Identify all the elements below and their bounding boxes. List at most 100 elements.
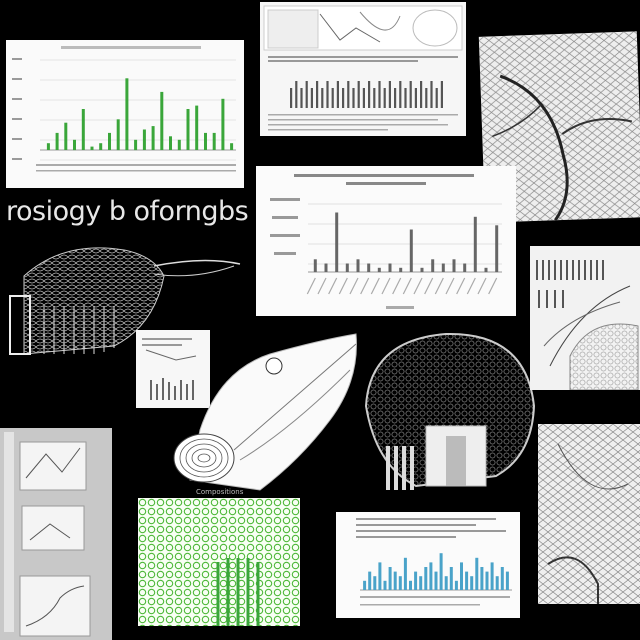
blue-bar-chart [356,518,512,606]
doc-bar [290,88,293,108]
bar [388,263,392,272]
tick-label [434,277,444,295]
bar [470,576,474,590]
bar [465,571,469,590]
doc-bar [373,88,376,108]
bar [324,263,328,272]
bar [90,146,94,150]
bar [439,553,443,590]
doc-bar [305,81,308,108]
mini-chart-card [136,330,210,408]
bar [356,259,360,273]
bar [505,571,509,590]
bar [46,143,50,150]
bottom-left-sketches [4,432,91,637]
bar [398,576,402,590]
doc-bar [399,81,402,108]
doc-bar [295,81,298,108]
bar [399,267,403,273]
doc-bar [368,81,371,108]
bar [454,580,458,590]
green-tissue-image [138,498,300,626]
bar [480,567,484,590]
tick-label [488,277,498,295]
doc-bar [362,88,365,108]
bar [313,259,317,273]
tick-label [360,277,370,295]
tick-label [381,277,391,295]
bar [378,562,382,590]
tick-label [306,277,316,295]
bar [221,98,225,151]
tick-label [477,277,487,295]
doc-bar [342,88,345,108]
document-card-top [260,2,466,136]
bar [368,571,372,590]
bar [169,136,172,150]
doc-bar [394,88,397,108]
bar [409,229,413,272]
bar [452,259,456,273]
bar [230,143,234,150]
tick-label [402,277,412,295]
tick-label [424,277,434,295]
bar [393,571,397,590]
bar [373,576,377,590]
bar [420,267,424,273]
bar [484,267,488,273]
document-figure [263,5,463,131]
doc-bar [409,81,412,108]
bar [345,263,349,272]
bar [449,567,453,590]
doc-bar [430,81,433,108]
bar [495,225,499,273]
tissue-sketch [478,31,640,223]
bar [475,557,479,590]
right-mixed-card [530,246,640,390]
tick-label [338,277,348,295]
bar [444,576,448,590]
green-bar-chart [6,40,244,188]
textured-sketch-card [478,31,640,223]
doc-bar [383,88,386,108]
doc-bar [331,88,334,108]
bar [388,567,392,590]
doc-bar [404,88,407,108]
doc-bar [388,81,391,108]
bar [377,267,381,273]
doc-bar [414,88,417,108]
left-caption: Compositions [196,488,244,496]
collage-title: rosiogy b oforngbs [6,196,249,227]
bar [212,132,216,150]
bar [55,132,59,150]
bar [363,580,367,590]
doc-bar [316,81,319,108]
doc-bar [300,88,303,108]
bar [186,109,190,150]
bar [409,580,412,590]
doc-bar [425,88,428,108]
tick-label [456,277,466,295]
bar [160,91,164,150]
bar [134,139,138,151]
bar [434,571,438,590]
doc-bar [440,81,443,108]
bar [429,562,433,590]
tick-label [466,277,476,295]
tick-label [413,277,423,295]
doc-bar [321,88,324,108]
bar [142,129,146,150]
bar [424,567,428,590]
gray-bar-chart-card [256,166,516,316]
tick-label [328,277,338,295]
doc-bar [347,81,350,108]
doc-bar [435,88,438,108]
doc-bar [336,81,339,108]
bar [495,576,499,590]
bar [73,139,76,151]
bottom-left-panel [0,428,112,640]
bar [403,557,407,590]
gray-bar-chart [256,166,516,316]
bar [367,263,371,272]
tick-label [317,277,327,295]
